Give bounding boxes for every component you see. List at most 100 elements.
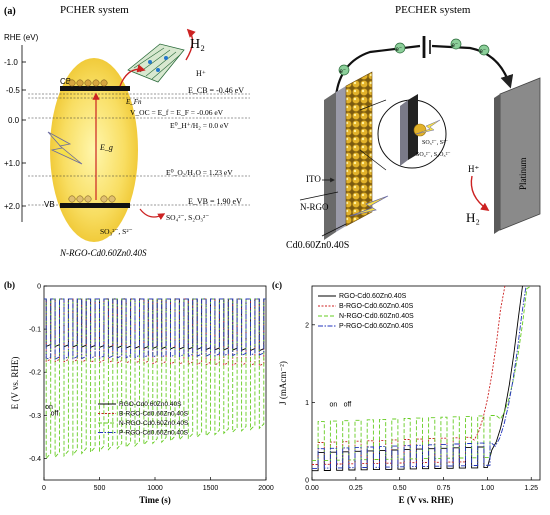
- chart-c-ylabel: J (mAcm⁻²): [278, 361, 288, 405]
- svg-text:e⁻: e⁻: [480, 49, 487, 55]
- cdzns-pointer: [321, 223, 347, 237]
- inset-electrode: [400, 100, 408, 166]
- chart-c-series-2: [312, 285, 532, 462]
- chart-c-legend-label-0: RGO-Cd0.60Zn0.40S: [339, 293, 407, 300]
- valence-band: [60, 203, 130, 208]
- chart-b-xtick-label-0: 0: [42, 485, 46, 492]
- chart-c-xtick-label-5: 1.25: [524, 485, 538, 492]
- chart-b-panel-label: (b): [4, 280, 15, 290]
- cb-label: CB: [60, 77, 71, 86]
- ito-label: ITO: [306, 174, 321, 184]
- chart-c-xlabel: E (V vs. RHE): [399, 495, 454, 505]
- circuit-wire-right: [431, 44, 514, 89]
- chart-b-xtick-label-3: 1500: [203, 485, 219, 492]
- pecher-h2-arrow: [470, 175, 490, 211]
- cb-electrons: [68, 79, 108, 87]
- rhe-axis-label: RHE (eV): [4, 33, 39, 42]
- svg-text:e⁻: e⁻: [340, 69, 347, 75]
- chart-c-legend-label-3: P-RGO-Cd0.60Zn0.40S: [339, 323, 414, 330]
- rhe-ticks: -1.0 -0.5 0.0 +1.0 +2.0: [4, 58, 26, 211]
- oxidation-arrow: [139, 208, 166, 220]
- cdzns-film: [345, 71, 373, 227]
- chart-c-ytick-label-0: 0: [305, 478, 309, 485]
- chart-b-xtick-label-2: 1000: [147, 485, 163, 492]
- cdzns-label: Cd0.60Zn0.40S: [286, 240, 349, 251]
- evb-value: E_VB = 1.90 eV: [188, 197, 242, 206]
- chart-b-ytick-label-2: -0.2: [29, 370, 41, 377]
- rhe-tick-p2: +2.0: [4, 202, 20, 211]
- chart-c-ytick-label-2: 2: [305, 322, 309, 329]
- chart-c: 0.00 0.25 0.50 0.75 1.00 1.25 0 1 2 E (V vs. RHE)…: [272, 280, 541, 505]
- vb-label: VB: [44, 200, 55, 209]
- efn-label: E_Fn: [125, 98, 142, 106]
- voc-text: V_OC = E_f = E_F = -0.06 eV: [130, 108, 224, 117]
- pcher-title: PCHER system: [60, 4, 129, 16]
- nrgo-pointer: [299, 191, 339, 201]
- eg-label: E_g: [99, 143, 113, 152]
- chart-c-xtick-label-0: 0.00: [305, 485, 319, 492]
- chart-b-annotation-on: on: [45, 404, 53, 411]
- electron-transfer-arrow: [119, 64, 146, 87]
- chart-c-annotation-off: off: [344, 401, 352, 408]
- chart-c-xtick-label-4: 1.00: [481, 485, 495, 492]
- svg-text:e⁻: e⁻: [396, 47, 403, 53]
- chart-c-series-3: [312, 285, 527, 469]
- conduction-band: [60, 86, 130, 91]
- inset-so4: SO₄²⁻, S₂O₃²⁻: [416, 152, 451, 158]
- chart-c-ytick-label-1: 1: [305, 400, 309, 407]
- pecher-h-plus: H⁺: [468, 164, 479, 174]
- inset-graphene: [408, 94, 418, 160]
- chart-b-legend-label-0: RGO-Cd0.60Zn0.40S: [119, 401, 182, 408]
- pecher-h2: H₂: [466, 210, 480, 225]
- sacrificial-top: SO₄²⁻, S₂O₃²⁻: [166, 213, 209, 222]
- panel-a-label: (a): [4, 6, 16, 17]
- rhe-tick-p1: +1.0: [4, 159, 20, 168]
- eh-h2-text: E⁰_H⁺/H₂ = 0.0 eV: [170, 121, 229, 130]
- chart-b-series-3: [44, 298, 266, 361]
- ito-layer: [336, 86, 346, 232]
- h2-label: H₂: [190, 37, 205, 52]
- ecb-value: E_CB = -0.46 eV: [188, 86, 244, 95]
- inset-guide-bottom: [359, 149, 387, 171]
- chart-c-series-0: [312, 285, 523, 472]
- chart-b-ytick-label-0: 0: [37, 284, 41, 291]
- chart-b: 0 500 1000 1500 2000 0 -0.1 -0.2 -0.3 -0.4 Time (s…: [4, 280, 274, 505]
- pecher-title: PECHER system: [395, 4, 471, 16]
- vb-holes: [68, 195, 116, 203]
- inset-so3: SO₃²⁻, S²⁻: [422, 140, 448, 146]
- chart-c-panel-label: (c): [272, 280, 282, 290]
- circuit-electrons: e⁻ e⁻ e⁻ e⁻: [338, 38, 490, 76]
- chart-b-legend-label-2: N-RGO-Cd0.60Zn0.40S: [119, 420, 189, 427]
- chart-b-xtick-label-1: 500: [94, 485, 106, 492]
- svg-text:e⁻: e⁻: [452, 43, 459, 49]
- rhe-tick-m05: -0.5: [6, 86, 20, 95]
- platinum-electrode: [499, 77, 541, 231]
- chart-c-legend-label-1: B-RGO-Cd0.60Zn0.40S: [339, 303, 414, 310]
- light-bolt-icon: [47, 131, 83, 165]
- h2-evolution-arrow: [185, 28, 196, 61]
- sacrificial-bottom: SO₃²⁻, S²⁻: [100, 227, 133, 236]
- h-plus-label: H⁺: [196, 69, 206, 78]
- chart-b-legend-label-3: P-RGO-Cd0.60Zn0.40S: [119, 430, 189, 437]
- inset-guide-top: [359, 99, 387, 111]
- material-label: N-RGO-Cd0.60Zn0.40S: [59, 248, 147, 258]
- inset-particle: [413, 123, 427, 137]
- pecher-light-bolt-icon: [349, 195, 389, 217]
- chart-b-legend-label-1: B-RGO-Cd0.60Zn0.40S: [119, 411, 189, 418]
- chart-c-annotation-on: on: [330, 401, 338, 408]
- chart-c-plot-frame: [311, 285, 541, 481]
- chart-b-ytick-label-3: -0.3: [29, 413, 41, 420]
- chart-b-ylabel: E (V vs. RHE): [10, 357, 20, 410]
- ito-edge: [324, 92, 336, 240]
- eo2-text: E⁰_O₂/H₂O = 1.23 eV: [166, 168, 233, 177]
- rhe-tick-m1: -1.0: [4, 58, 18, 67]
- platinum-edge: [494, 94, 500, 234]
- graphene-sheet-icon: [127, 43, 185, 83]
- platinum-label: Platinum: [518, 157, 528, 190]
- chart-b-xtick-label-4: 2000: [258, 485, 274, 492]
- chart-c-xtick-label-3: 0.75: [437, 485, 451, 492]
- chart-b-annotation-off: off: [51, 410, 59, 417]
- chart-c-xtick-label-2: 0.50: [393, 485, 407, 492]
